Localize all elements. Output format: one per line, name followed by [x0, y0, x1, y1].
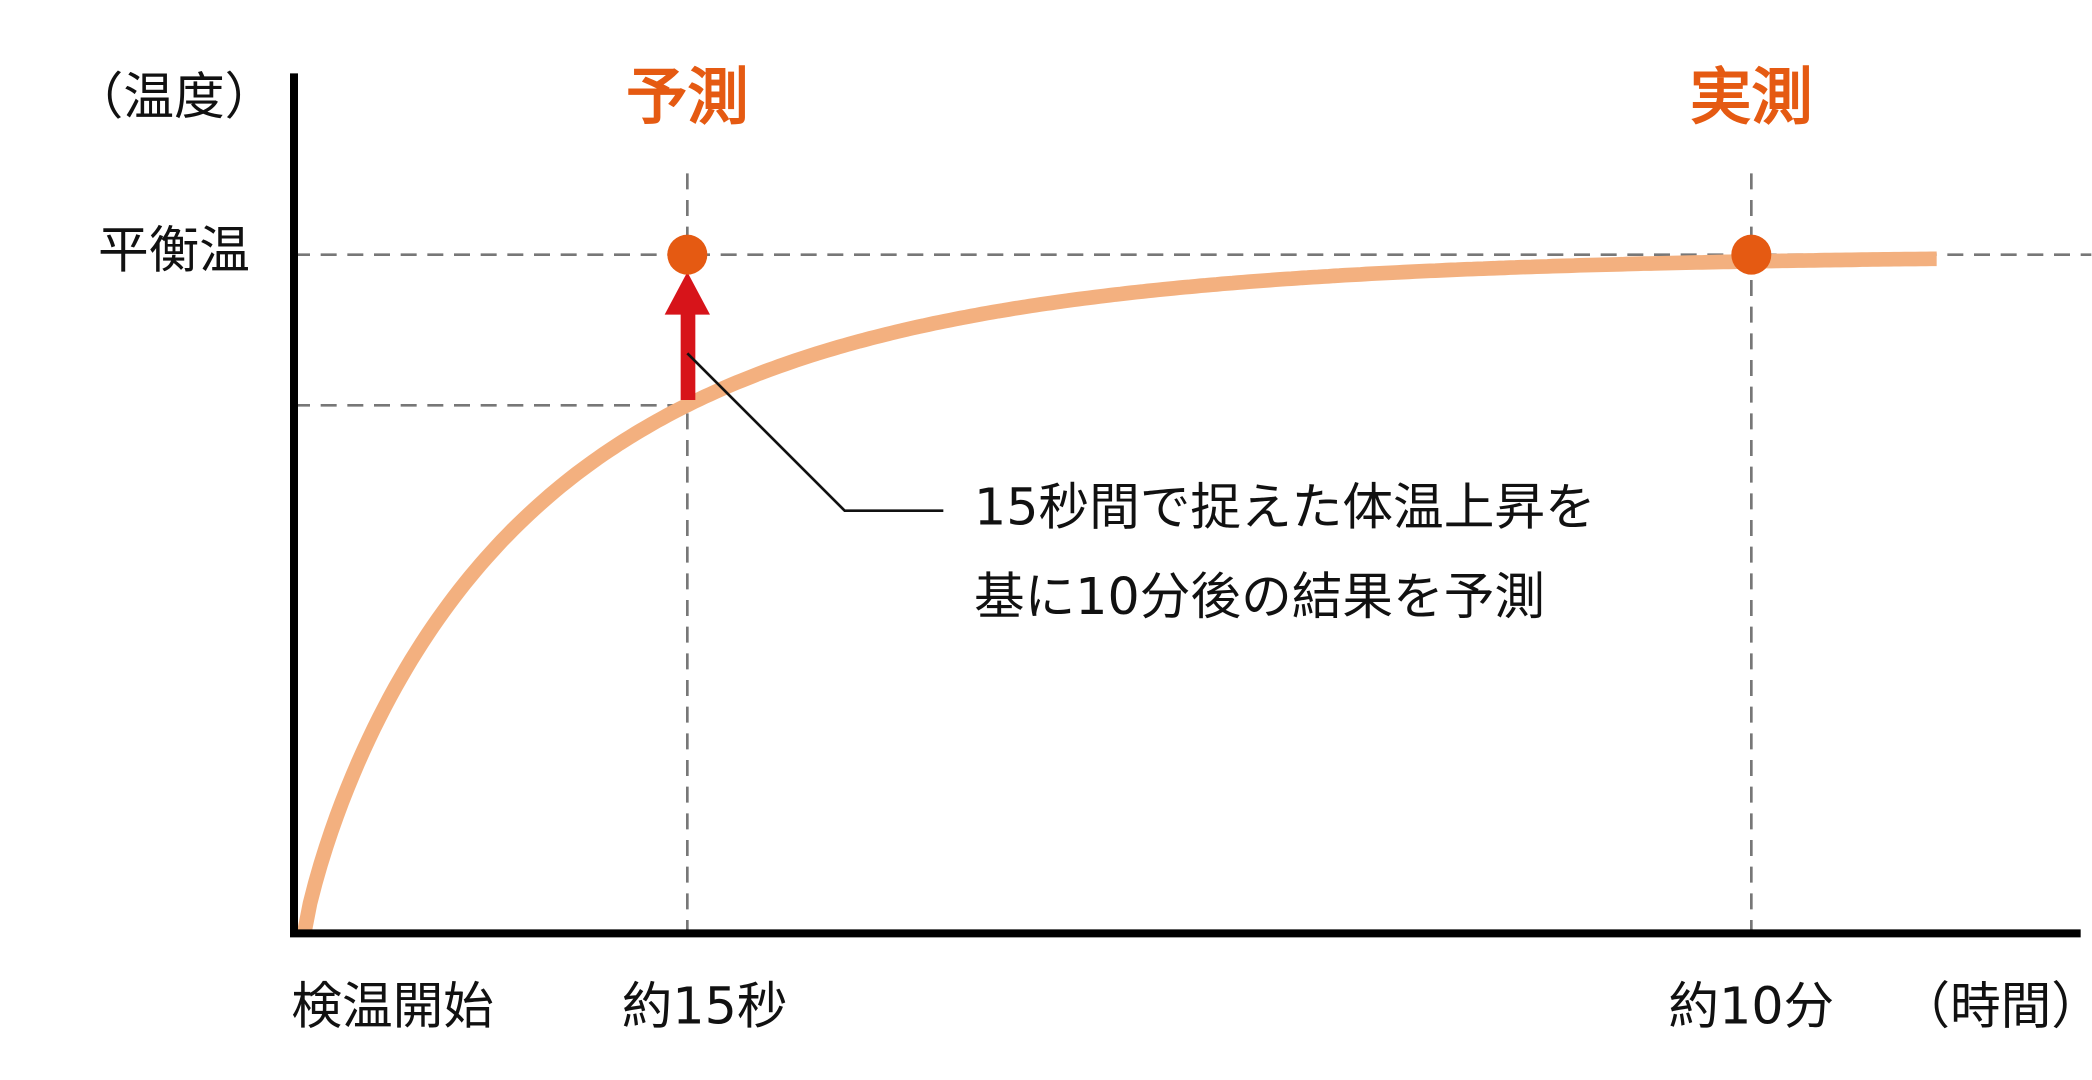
annotation: 基に10分後の結果を予測 — [974, 567, 1545, 626]
time-label: 約15秒 — [622, 976, 788, 1035]
y-label: （温度） — [73, 67, 276, 126]
x-label: （時間） — [1899, 976, 2092, 1035]
arrow-head — [664, 272, 710, 315]
predict-dot — [667, 234, 708, 275]
marker-label: 予測 — [626, 62, 749, 133]
start-label: 検温開始 — [291, 976, 494, 1035]
level-label: 平衡温 — [98, 220, 250, 279]
time-label: 約10分 — [1668, 976, 1834, 1035]
temperature-curve — [297, 251, 1937, 933]
marker-label: 実測 — [1690, 62, 1813, 133]
annotation: 15秒間で捉えた体温上昇を — [974, 478, 1596, 537]
leader-line — [686, 352, 944, 512]
measure-dot — [1731, 234, 1772, 275]
